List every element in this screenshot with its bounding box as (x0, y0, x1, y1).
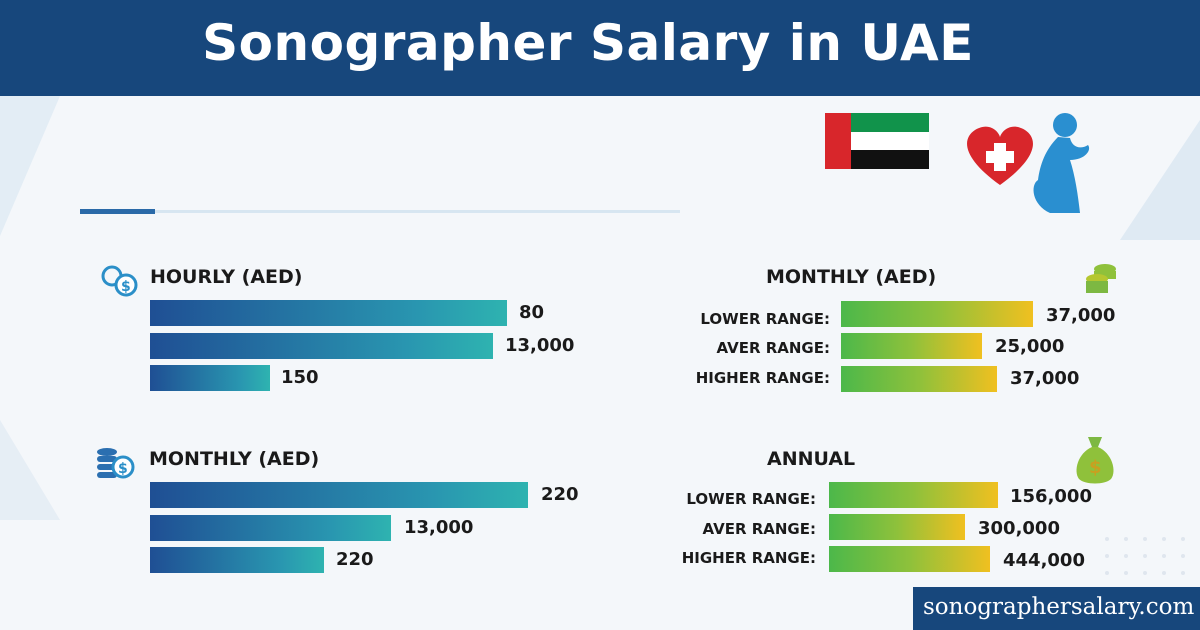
value-label: 37,000 (1046, 305, 1116, 326)
decor-triangle (0, 96, 60, 236)
bar-monthly-right-3 (841, 366, 997, 392)
decor-dot (1105, 537, 1109, 541)
bar-monthly-left-2 (150, 515, 391, 541)
site-watermark: sonographersalary.com (913, 587, 1200, 630)
coins-dollar-icon: $ (101, 265, 138, 297)
decor-dot (1124, 537, 1128, 541)
divider-accent (80, 209, 155, 214)
bar-hourly-3 (150, 365, 270, 391)
bar-monthly-left-1 (150, 482, 528, 508)
coin-stack-icon (1086, 264, 1116, 293)
value-label: 80 (519, 302, 545, 323)
value-label: 37,000 (1010, 368, 1080, 389)
value-label: 13,000 (404, 517, 474, 538)
page-title: Sonographer Salary in UAE (202, 14, 974, 72)
range-label: HIGHER RANGE: (695, 369, 830, 387)
decor-dot (1105, 571, 1109, 575)
bar-annual-3 (829, 546, 990, 572)
range-label: LOWER RANGE: (686, 490, 816, 508)
heart-pregnant-woman-icon (967, 113, 1090, 213)
decor-dot (1181, 537, 1185, 541)
uae-flag-icon (825, 113, 929, 169)
decor-dot (1105, 554, 1109, 558)
divider-line (80, 210, 680, 213)
value-label: 220 (336, 549, 374, 570)
bar-annual-2 (829, 514, 965, 540)
decor-dot (1143, 571, 1147, 575)
decor-triangle (1120, 120, 1200, 240)
decor-dot (1124, 571, 1128, 575)
range-label: HIGHER RANGE: (681, 549, 816, 567)
svg-text:$: $ (118, 461, 128, 477)
svg-text:$: $ (1089, 457, 1102, 478)
hourly-title: HOURLY (AED) (150, 266, 303, 288)
decor-dot (1162, 554, 1166, 558)
range-label: LOWER RANGE: (700, 310, 830, 328)
value-label: 25,000 (995, 336, 1065, 357)
decor-dot (1181, 571, 1185, 575)
value-label: 300,000 (978, 518, 1060, 539)
annual-title: ANNUAL (767, 448, 856, 470)
bar-hourly-1 (150, 300, 507, 326)
decor-dot (1162, 571, 1166, 575)
money-bag-icon: $ (1076, 437, 1114, 484)
decor-dot (1181, 554, 1185, 558)
bar-annual-1 (829, 482, 998, 508)
decor-dot (1143, 537, 1147, 541)
bar-monthly-right-1 (841, 301, 1033, 327)
bar-hourly-2 (150, 333, 493, 359)
decor-triangle (0, 420, 60, 520)
coin-stack-dollar-icon: $ (97, 448, 135, 479)
bar-monthly-left-3 (150, 547, 324, 573)
svg-text:$: $ (121, 279, 131, 295)
header-banner: Sonographer Salary in UAE (0, 0, 1200, 96)
monthly-left-title: MONTHLY (AED) (149, 448, 320, 470)
value-label: 220 (541, 484, 579, 505)
value-label: 150 (281, 367, 319, 388)
value-label: 13,000 (505, 335, 575, 356)
range-label: AVER RANGE: (716, 339, 831, 357)
value-label: 444,000 (1003, 550, 1085, 571)
decor-dot (1124, 554, 1128, 558)
decor-dot (1143, 554, 1147, 558)
decor-dot (1162, 537, 1166, 541)
monthly-right-title: MONTHLY (AED) (766, 266, 937, 288)
value-label: 156,000 (1010, 486, 1092, 507)
bar-monthly-right-2 (841, 333, 982, 359)
range-label: AVER RANGE: (702, 520, 817, 538)
